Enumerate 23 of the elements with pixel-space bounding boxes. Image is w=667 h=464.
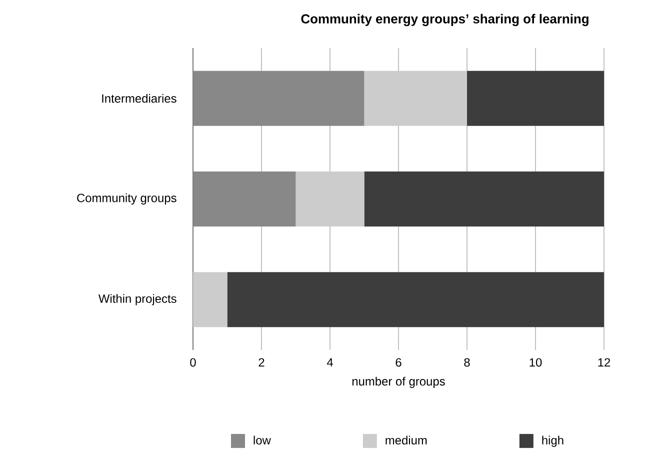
x-tick-label: 12 — [598, 358, 610, 367]
chart-title: Community energy groups’ sharing of learning — [301, 14, 588, 26]
y-tick-label: Within projects — [98, 294, 176, 306]
bar — [227, 272, 604, 328]
legend-label: low — [254, 436, 271, 444]
y-tick-label: Intermediaries — [102, 94, 176, 103]
y-tick-label: Community groups — [77, 193, 176, 205]
bar — [364, 172, 604, 226]
x-tick-label: 10 — [530, 358, 542, 367]
x-tick-label: 6 — [396, 358, 402, 367]
x-tick-label: 4 — [326, 358, 333, 366]
legend-label: medium — [386, 436, 427, 444]
x-axis-title: number of groups — [352, 376, 445, 388]
bar — [193, 272, 228, 328]
bar — [193, 70, 364, 126]
bar — [296, 172, 364, 226]
legend-label: high — [542, 436, 564, 447]
bar — [193, 172, 296, 226]
bar — [467, 70, 604, 126]
x-tick-label: 8 — [464, 358, 470, 367]
bar — [364, 70, 468, 126]
x-tick-label: 0 — [190, 358, 196, 367]
x-tick-label: 2 — [258, 358, 264, 367]
